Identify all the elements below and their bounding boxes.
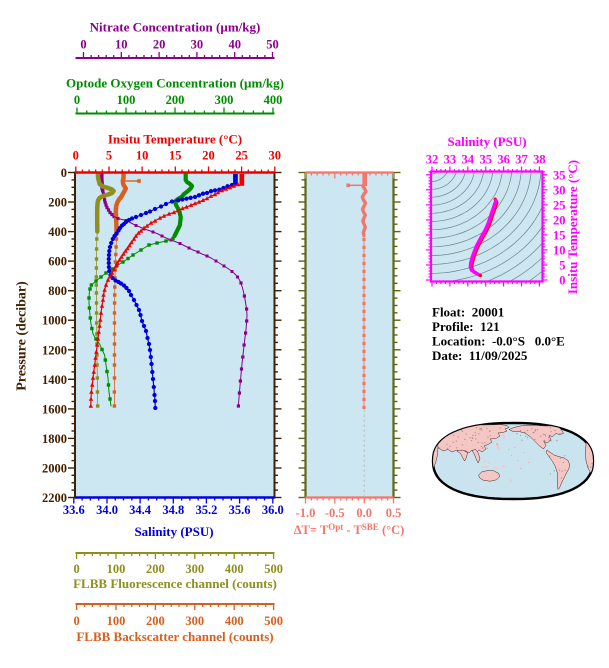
svg-text:1600: 1600 [42,402,67,416]
svg-text:Float: 20001: Float: 20001 [432,305,504,320]
svg-text:100: 100 [117,93,136,107]
svg-text:0: 0 [74,93,80,107]
svg-text:0: 0 [73,562,79,576]
svg-text:30: 30 [191,38,204,52]
svg-text:34.8: 34.8 [162,503,184,517]
svg-text:5: 5 [106,149,112,163]
svg-text:600: 600 [48,255,67,269]
svg-text:33.6: 33.6 [63,503,85,517]
svg-text:500: 500 [264,562,283,576]
svg-text:34: 34 [462,153,475,167]
svg-text:10: 10 [115,38,128,52]
svg-text:15: 15 [553,228,566,242]
svg-text:36: 36 [497,153,510,167]
svg-text:2000: 2000 [42,462,67,476]
svg-text:FLBB Backscatter channel (coun: FLBB Backscatter channel (counts) [76,629,273,644]
svg-text:Date: 11/09/2025: Date: 11/09/2025 [432,348,528,363]
svg-text:35.6: 35.6 [229,503,251,517]
svg-text:0: 0 [80,38,86,52]
svg-text:15: 15 [169,149,182,163]
svg-text:Location: -0.0°S 0.0°E: Location: -0.0°S 0.0°E [432,334,565,349]
svg-text:33: 33 [444,153,457,167]
svg-text:800: 800 [48,284,67,298]
svg-text:36.0: 36.0 [262,503,284,517]
svg-text:Pressure (decibar): Pressure (decibar) [15,281,30,391]
svg-text:300: 300 [215,93,234,107]
svg-text:25: 25 [235,149,248,163]
svg-text:Salinity (PSU): Salinity (PSU) [134,524,213,539]
svg-text:FLBB Fluorescence channel (cou: FLBB Fluorescence channel (counts) [73,576,277,591]
svg-text:5: 5 [559,259,565,273]
svg-text:37: 37 [515,153,528,167]
svg-text:400: 400 [225,562,244,576]
svg-text:35: 35 [479,153,492,167]
svg-text:0: 0 [73,149,79,163]
svg-text:200: 200 [48,196,67,210]
svg-text:300: 300 [185,562,204,576]
svg-text:0: 0 [73,614,79,628]
svg-text:38: 38 [533,153,546,167]
svg-text:0.0: 0.0 [356,506,372,520]
svg-text:400: 400 [225,614,244,628]
svg-text:0: 0 [61,166,67,180]
svg-text:400: 400 [48,225,67,239]
svg-text:1000: 1000 [42,314,67,328]
svg-text:Optode Oxygen Concentration (µ: Optode Oxygen Concentration (µm/kg) [66,76,284,91]
svg-text:34.0: 34.0 [96,503,118,517]
svg-text:500: 500 [264,614,283,628]
svg-text:30: 30 [269,149,282,163]
svg-text:Insitu Temperature (°C): Insitu Temperature (°C) [108,132,242,147]
svg-text:Profile: 121: Profile: 121 [432,319,500,334]
svg-text:32: 32 [426,153,439,167]
svg-text:25: 25 [553,198,566,212]
svg-text:30: 30 [553,183,566,197]
svg-text:2200: 2200 [42,491,67,505]
svg-text:-0.5: -0.5 [325,506,345,520]
svg-text:-1.0: -1.0 [296,506,316,520]
svg-text:20: 20 [553,213,566,227]
svg-text:200: 200 [146,614,165,628]
svg-text:1400: 1400 [42,373,67,387]
svg-text:Salinity (PSU): Salinity (PSU) [447,134,526,149]
svg-text:35: 35 [553,168,566,182]
svg-text:10: 10 [553,243,566,257]
svg-text:1800: 1800 [42,432,67,446]
svg-text:300: 300 [185,614,204,628]
svg-text:200: 200 [146,562,165,576]
svg-text:0: 0 [559,274,565,288]
svg-text:35.2: 35.2 [195,503,217,517]
svg-text:50: 50 [266,38,279,52]
svg-text:ΔT= TOpt - TSBE (°C): ΔT= TOpt - TSBE (°C) [294,522,405,537]
svg-text:10: 10 [136,149,149,163]
svg-text:100: 100 [107,614,126,628]
svg-text:200: 200 [166,93,185,107]
svg-text:20: 20 [153,38,166,52]
svg-text:400: 400 [264,93,283,107]
svg-text:Nitrate Concentration (µm/kg): Nitrate Concentration (µm/kg) [90,20,261,35]
svg-text:34.4: 34.4 [129,503,152,517]
svg-text:0.5: 0.5 [386,506,402,520]
svg-text:20: 20 [202,149,215,163]
svg-text:Insitu Temperature (°C): Insitu Temperature (°C) [565,160,580,294]
svg-text:40: 40 [228,38,241,52]
svg-text:100: 100 [107,562,126,576]
svg-text:1200: 1200 [42,343,67,357]
